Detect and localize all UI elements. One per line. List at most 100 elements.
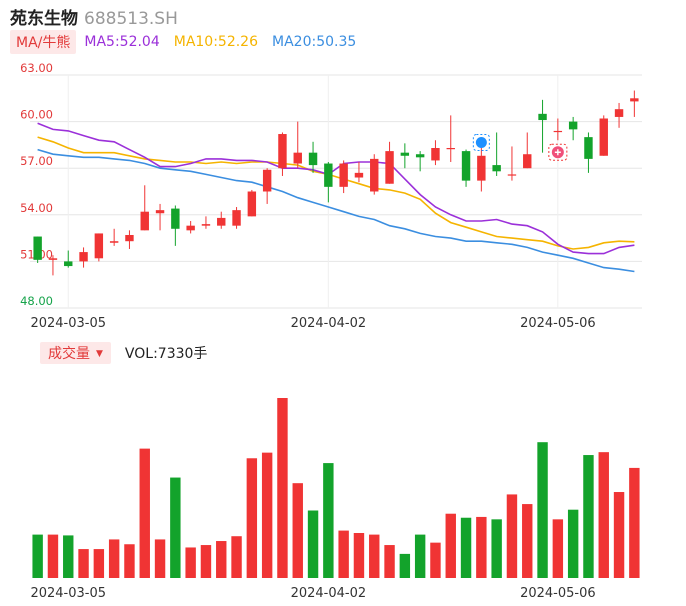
volume-legend: 成交量 ▼ VOL:7330手	[40, 342, 207, 364]
volume-bar	[200, 545, 212, 578]
candle-body	[48, 258, 58, 260]
ma20-line	[37, 148, 635, 273]
volume-bar	[445, 513, 456, 578]
candle-body	[553, 130, 563, 133]
candle-body	[125, 234, 134, 242]
volume-bar	[384, 545, 395, 578]
candle	[94, 233, 104, 262]
candle-body	[523, 154, 532, 169]
volume-bar	[567, 509, 579, 578]
candle	[64, 250, 73, 268]
candle-body	[64, 261, 73, 267]
candle-body	[538, 113, 547, 121]
volume-bar	[583, 455, 594, 578]
stock-code: 688513.SH	[84, 9, 178, 29]
volume-bar	[369, 534, 380, 578]
candle-body	[324, 163, 333, 187]
candle	[415, 151, 425, 172]
volume-bar	[216, 541, 227, 578]
candle-body	[155, 210, 165, 214]
ma5-line	[37, 122, 635, 255]
volume-bar	[598, 452, 609, 578]
volume-value: VOL:7330手	[124, 346, 208, 362]
candle	[324, 161, 333, 203]
volume-bar	[93, 549, 105, 578]
volume-bar	[63, 535, 74, 578]
volume-bar	[460, 517, 472, 578]
candle-body	[94, 233, 104, 259]
marker-frame	[548, 143, 568, 161]
marker-dot	[475, 136, 487, 148]
y-tick-label: 48.00	[20, 294, 53, 308]
volume-bar	[277, 398, 288, 578]
ma5-label: MA5:52.04	[84, 34, 160, 50]
candle	[339, 160, 348, 194]
x-tick-label: 2024-03-05	[30, 316, 106, 331]
volume-bar	[307, 510, 319, 578]
y-tick-label: 63.00	[20, 61, 53, 75]
volume-bar	[491, 519, 502, 578]
volume-bar	[537, 442, 548, 578]
x-tick-label: 2024-05-06	[520, 316, 596, 331]
candle-body	[630, 98, 639, 102]
volume-bar	[261, 452, 273, 578]
candle-body	[293, 152, 302, 164]
ma10-label: MA10:52.26	[173, 34, 259, 50]
candle	[370, 154, 379, 195]
candle-body	[201, 224, 211, 226]
candle	[140, 185, 149, 231]
volume-bar	[32, 534, 43, 578]
volume-button-label: 成交量	[48, 346, 90, 362]
candle-body	[568, 121, 578, 130]
volume-bar	[323, 463, 334, 578]
marker-glyph	[554, 149, 561, 156]
candle	[33, 236, 42, 263]
volume-bar	[506, 494, 518, 578]
candle	[293, 121, 302, 169]
candle	[461, 149, 471, 187]
volume-bar	[139, 448, 150, 578]
volume-bar	[552, 519, 564, 578]
volume-bar	[399, 553, 411, 578]
volume-bar	[353, 533, 365, 578]
candle-body	[461, 151, 471, 181]
y-tick-label: 60.00	[20, 108, 53, 122]
volume-bar	[292, 483, 303, 578]
stock-header: 苑东生物 688513.SH	[10, 4, 178, 29]
candle-body	[599, 118, 608, 156]
candle	[79, 247, 88, 268]
y-tick-label: 54.00	[20, 201, 53, 215]
gift-icon	[548, 143, 568, 161]
y-tick-label: 57.00	[20, 154, 53, 168]
candle-body	[278, 134, 287, 169]
volume-bar	[430, 542, 441, 578]
candle	[477, 146, 486, 192]
volume-bar	[108, 539, 120, 578]
candle-body	[33, 236, 42, 260]
candle	[262, 168, 272, 204]
candle-body	[507, 174, 517, 176]
candle-body	[614, 109, 624, 117]
volume-bar	[522, 504, 533, 578]
ma-indicator-button[interactable]: MA/牛熊	[10, 30, 77, 54]
candle	[400, 143, 410, 169]
candle-body	[247, 191, 257, 217]
news-icon	[472, 133, 490, 151]
x-tick-label: 2024-04-02	[291, 586, 367, 601]
volume-bar	[170, 477, 181, 578]
volume-bar	[629, 467, 640, 578]
volume-indicator-button[interactable]: 成交量 ▼	[40, 342, 111, 364]
candle-body	[492, 165, 501, 172]
candle	[48, 255, 58, 276]
candle-body	[400, 152, 410, 156]
candle	[354, 161, 364, 183]
candle-body	[308, 152, 318, 166]
candle	[155, 203, 165, 231]
candle	[584, 132, 593, 173]
candle-body	[339, 163, 348, 187]
candle	[171, 205, 180, 246]
candle-body	[79, 252, 88, 262]
candle	[507, 146, 517, 181]
volume-bar	[338, 530, 349, 578]
